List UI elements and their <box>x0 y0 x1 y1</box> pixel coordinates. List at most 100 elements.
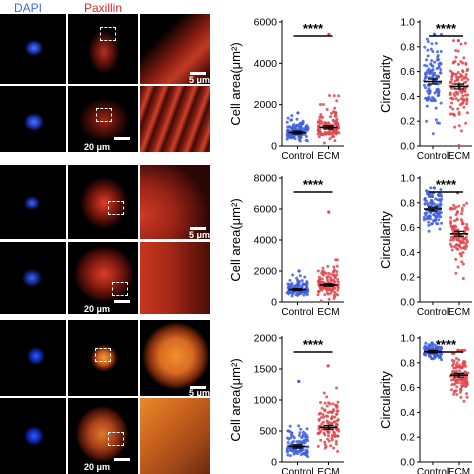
data-point <box>288 278 292 282</box>
x-tick-label: Control <box>281 467 313 474</box>
data-point <box>430 69 434 73</box>
data-point <box>301 434 305 438</box>
data-point <box>437 121 441 125</box>
data-point <box>449 80 453 84</box>
data-point <box>321 103 325 107</box>
data-point <box>305 124 309 128</box>
data-point <box>332 265 336 269</box>
data-point <box>456 71 460 75</box>
data-point <box>287 283 291 287</box>
data-point <box>450 245 454 249</box>
data-point <box>298 431 302 435</box>
data-point <box>325 395 329 399</box>
data-point <box>429 62 433 66</box>
data-point <box>460 89 464 93</box>
data-point <box>456 265 460 269</box>
data-point <box>427 229 431 233</box>
data-point <box>431 99 435 103</box>
y-tick-label: 0.8 <box>400 41 415 53</box>
data-point <box>461 251 465 255</box>
data-point <box>288 454 292 458</box>
data-point <box>290 294 294 298</box>
data-point <box>296 111 300 115</box>
data-point <box>464 235 468 239</box>
data-point <box>334 442 338 446</box>
data-point <box>425 37 429 41</box>
data-point <box>285 129 289 133</box>
data-point <box>428 97 432 101</box>
data-point <box>303 275 307 279</box>
data-point <box>305 427 309 431</box>
data-point <box>463 41 467 45</box>
data-point <box>463 244 467 248</box>
data-point <box>460 219 464 223</box>
data-point <box>456 49 460 53</box>
data-point <box>426 89 430 93</box>
data-point <box>324 271 328 275</box>
data-point <box>325 107 329 111</box>
data-point <box>457 62 461 66</box>
data-point <box>321 266 325 270</box>
data-point <box>323 409 327 413</box>
data-point <box>303 440 307 444</box>
data-point <box>439 68 443 72</box>
data-point <box>330 410 334 414</box>
zoom-image: 5 μm <box>140 320 210 396</box>
dapi-cell-image <box>0 165 66 239</box>
data-point <box>439 101 443 105</box>
data-point <box>293 284 297 288</box>
data-point <box>448 105 452 109</box>
data-point <box>426 215 430 219</box>
data-point <box>450 383 454 387</box>
data-point <box>461 94 465 98</box>
data-point <box>457 124 461 128</box>
data-point <box>333 106 337 110</box>
data-point <box>463 247 467 251</box>
data-point <box>464 62 468 66</box>
data-point <box>323 401 327 405</box>
data-point <box>325 428 329 432</box>
y-tick-label: 0.2 <box>400 116 415 128</box>
data-point <box>434 210 438 214</box>
data-point <box>333 111 337 115</box>
data-point <box>457 204 461 208</box>
data-point <box>454 356 458 360</box>
data-point <box>298 274 302 278</box>
data-point <box>329 111 333 115</box>
zoom-image <box>140 398 210 474</box>
data-point <box>437 214 441 218</box>
data-point <box>430 71 434 75</box>
data-point <box>429 355 433 359</box>
data-point <box>460 246 464 250</box>
data-point <box>456 98 460 102</box>
data-point <box>306 445 310 449</box>
data-point <box>463 81 467 85</box>
data-point <box>336 286 340 290</box>
x-tick-label: Control <box>417 151 449 162</box>
data-point <box>318 277 322 281</box>
data-point <box>465 378 469 382</box>
data-point <box>452 377 456 381</box>
data-point <box>335 270 339 274</box>
data-point <box>456 377 460 381</box>
x-tick-label: Control <box>417 307 449 318</box>
data-point <box>288 424 292 428</box>
data-point <box>425 64 429 68</box>
data-point <box>304 437 308 441</box>
data-point <box>434 106 438 110</box>
data-point <box>423 72 427 76</box>
data-point <box>462 399 466 403</box>
y-tick-label: 4000 <box>254 235 278 247</box>
data-point <box>292 449 296 453</box>
data-point <box>465 102 469 106</box>
data-point <box>425 58 429 62</box>
data-point <box>454 205 458 209</box>
data-point <box>465 201 469 205</box>
data-point <box>305 139 309 143</box>
data-point <box>450 378 454 382</box>
data-point <box>431 132 435 136</box>
x-tick-label: Control <box>417 467 449 474</box>
data-point <box>305 280 309 284</box>
data-point <box>333 286 337 290</box>
